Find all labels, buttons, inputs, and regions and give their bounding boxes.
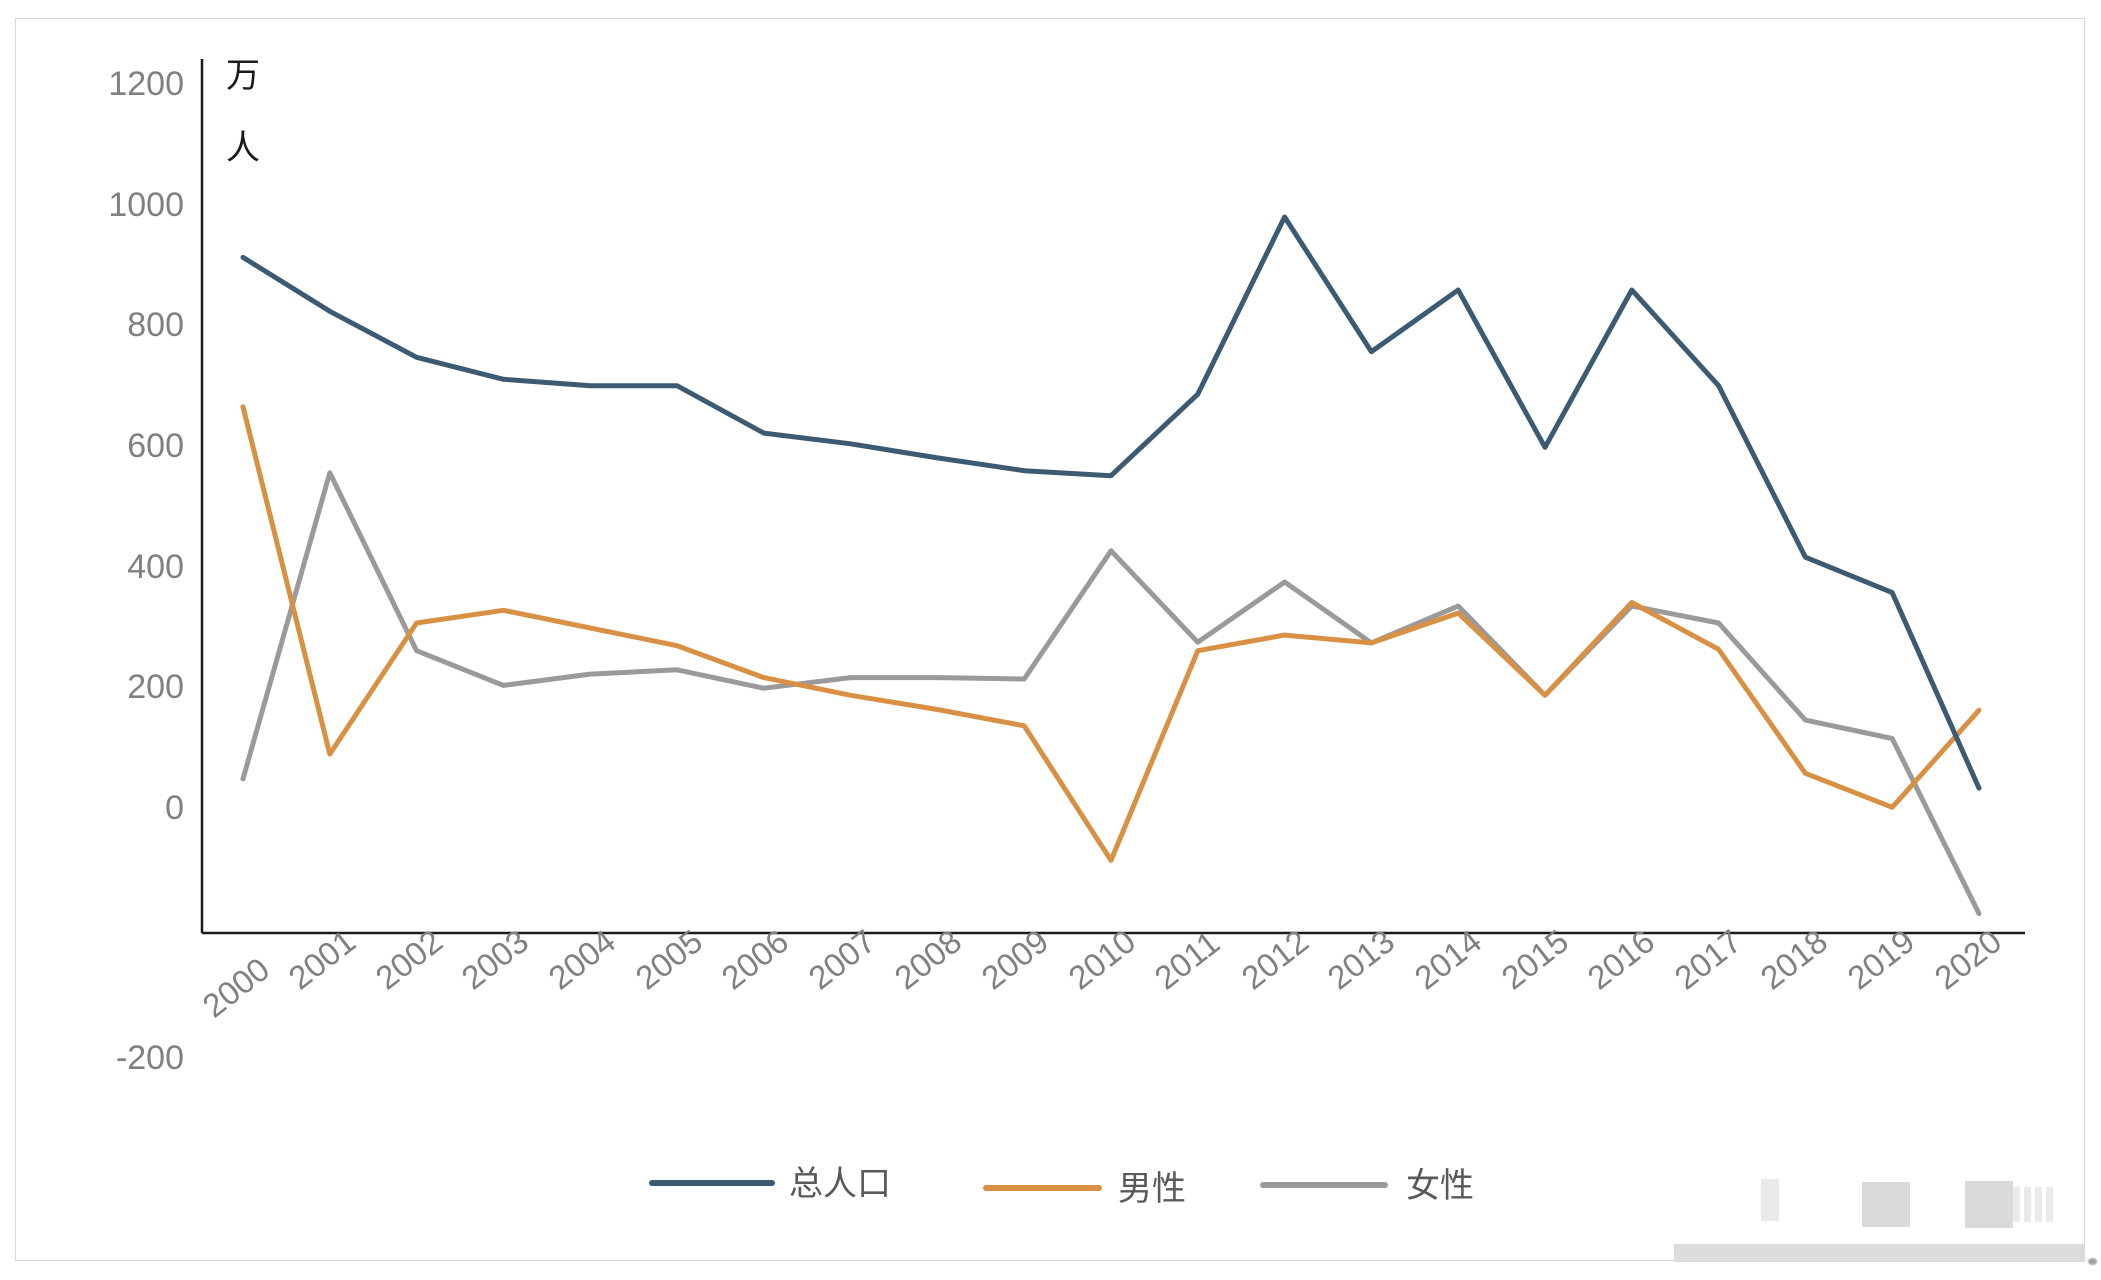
- svg-text:1200: 1200: [108, 65, 184, 103]
- svg-text:400: 400: [127, 548, 184, 586]
- svg-text:1000: 1000: [108, 186, 184, 224]
- svg-text:800: 800: [127, 306, 184, 344]
- svg-text:200: 200: [127, 668, 184, 706]
- svg-text:总人口: 总人口: [789, 1165, 891, 1203]
- svg-text:万: 万: [226, 57, 260, 95]
- svg-text:-200: -200: [116, 1039, 184, 1077]
- svg-text:2011: 2011: [1148, 924, 1227, 997]
- svg-text:男性: 男性: [1118, 1170, 1186, 1208]
- svg-text:2000: 2000: [196, 950, 277, 1024]
- svg-text:600: 600: [127, 427, 184, 465]
- svg-text:女性: 女性: [1406, 1167, 1474, 1205]
- svg-text:0: 0: [165, 789, 184, 827]
- svg-text:人: 人: [226, 129, 260, 167]
